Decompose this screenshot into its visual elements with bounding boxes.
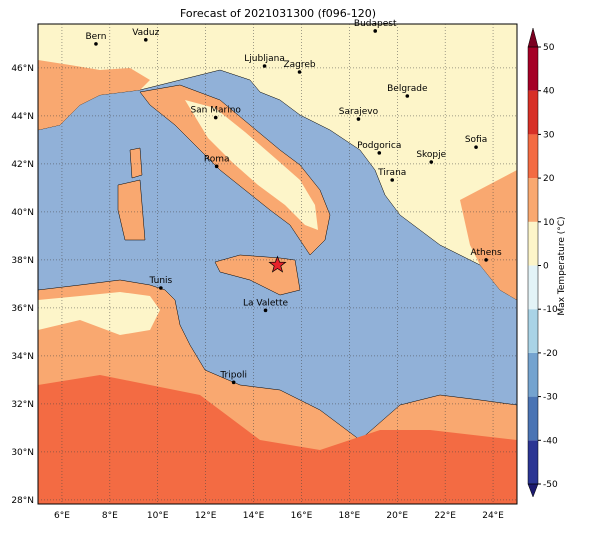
lon-tick-label: 8°E	[102, 511, 118, 521]
colorbar-bin	[528, 178, 538, 222]
city-label: Skopje	[416, 150, 446, 160]
lat-tick-label: 32°N	[11, 400, 34, 410]
city-label: Sofia	[465, 135, 487, 145]
city-dot	[405, 94, 410, 98]
colorbar-bin	[528, 90, 538, 135]
land-warm-west	[38, 60, 150, 130]
city-label: Podgorica	[357, 141, 401, 151]
city-dot	[297, 70, 302, 74]
event-marker	[268, 255, 287, 273]
italy	[139, 84, 331, 256]
colorbar-bin	[528, 309, 538, 353]
lon-tick-label: 24°E	[482, 511, 504, 521]
colorbar-tick-label: -40	[543, 436, 558, 446]
colorbar-bin	[528, 440, 538, 484]
city-dot	[373, 29, 378, 33]
city-label: Sarajevo	[339, 107, 379, 117]
colorbar-extend-low	[527, 483, 539, 498]
map-frame	[37, 23, 518, 505]
lat-tick-label: 46°N	[11, 64, 34, 74]
lon-tick-label: 20°E	[386, 511, 408, 521]
colorbar-bin	[528, 352, 538, 397]
city-label: Vaduz	[132, 28, 159, 38]
corsica	[129, 147, 143, 179]
colorbar-tick-label: -10	[543, 305, 558, 315]
lon-tick-label: 10°E	[147, 511, 169, 521]
city-label: Zagreb	[283, 60, 315, 70]
city-dot	[484, 258, 488, 262]
colorbar-bin	[528, 47, 538, 91]
city-dot	[143, 38, 148, 42]
colorbar-label: Max Temperature (°C)	[557, 216, 567, 315]
africa-cool	[38, 292, 160, 335]
city-dot	[159, 286, 163, 290]
city-dot	[262, 64, 267, 68]
city-label: Belgrade	[387, 84, 428, 94]
city-label: Athens	[471, 248, 502, 258]
lat-tick-label: 30°N	[11, 448, 34, 458]
map-title: Forecast of 2021031300 (f096-120)	[180, 7, 376, 20]
lat-tick-label: 40°N	[11, 208, 34, 218]
colorbar-tick-label: 40	[543, 87, 555, 97]
city-dot	[429, 160, 434, 164]
city-label: La Valette	[243, 298, 288, 308]
city-dot	[94, 42, 98, 46]
city-dot	[213, 115, 218, 120]
colorbar-bin	[528, 134, 538, 179]
city-dot	[474, 145, 478, 149]
lon-tick-label: 12°E	[195, 511, 217, 521]
city-dot	[377, 151, 382, 155]
city-label: Ljubljana	[244, 54, 285, 64]
lon-tick-label: 18°E	[339, 511, 361, 521]
city-label: Bern	[85, 32, 106, 42]
sardinia	[117, 179, 146, 241]
lon-tick-label: 6°E	[54, 511, 70, 521]
land-warm-east	[460, 170, 517, 300]
city-dot	[231, 380, 236, 385]
lat-tick-label: 44°N	[11, 112, 34, 122]
colorbar-tick-label: -20	[543, 349, 558, 359]
lon-tick-label: 14°E	[243, 511, 265, 521]
colorbar-tick-label: 10	[543, 218, 555, 228]
colorbar-extend-high	[527, 27, 539, 48]
lat-tick-label: 42°N	[11, 160, 34, 170]
city-label: Budapest	[354, 19, 397, 29]
colorbar-tick-label: -30	[543, 393, 558, 403]
lon-tick-label: 22°E	[434, 511, 456, 521]
lat-tick-label: 36°N	[11, 304, 34, 314]
city-dot	[356, 117, 361, 121]
colorbar-bin	[528, 396, 538, 441]
city-label: Tripoli	[219, 370, 247, 380]
colorbar-tick-label: 0	[543, 262, 549, 272]
lat-tick-label: 38°N	[11, 256, 34, 266]
lat-tick-label: 34°N	[11, 352, 34, 362]
colorbar-tick-label: -50	[543, 480, 558, 490]
city-label: Tirana	[377, 168, 406, 178]
colorbar-bin	[528, 265, 538, 310]
city-dot	[214, 164, 219, 169]
lat-tick-label: 28°N	[11, 496, 34, 506]
city-dot	[263, 308, 268, 313]
colorbar-tick-label: 20	[543, 174, 555, 184]
italy-inner	[185, 100, 318, 230]
colorbar-tick-label: 50	[543, 43, 555, 53]
city-label: San Marino	[190, 106, 241, 116]
city-label: Roma	[204, 154, 230, 164]
city-label: Tunis	[148, 276, 172, 286]
colorbar-tick-label: 30	[543, 130, 555, 140]
lon-tick-label: 16°E	[291, 511, 313, 521]
city-dot	[390, 178, 395, 182]
colorbar-bin	[528, 221, 538, 266]
